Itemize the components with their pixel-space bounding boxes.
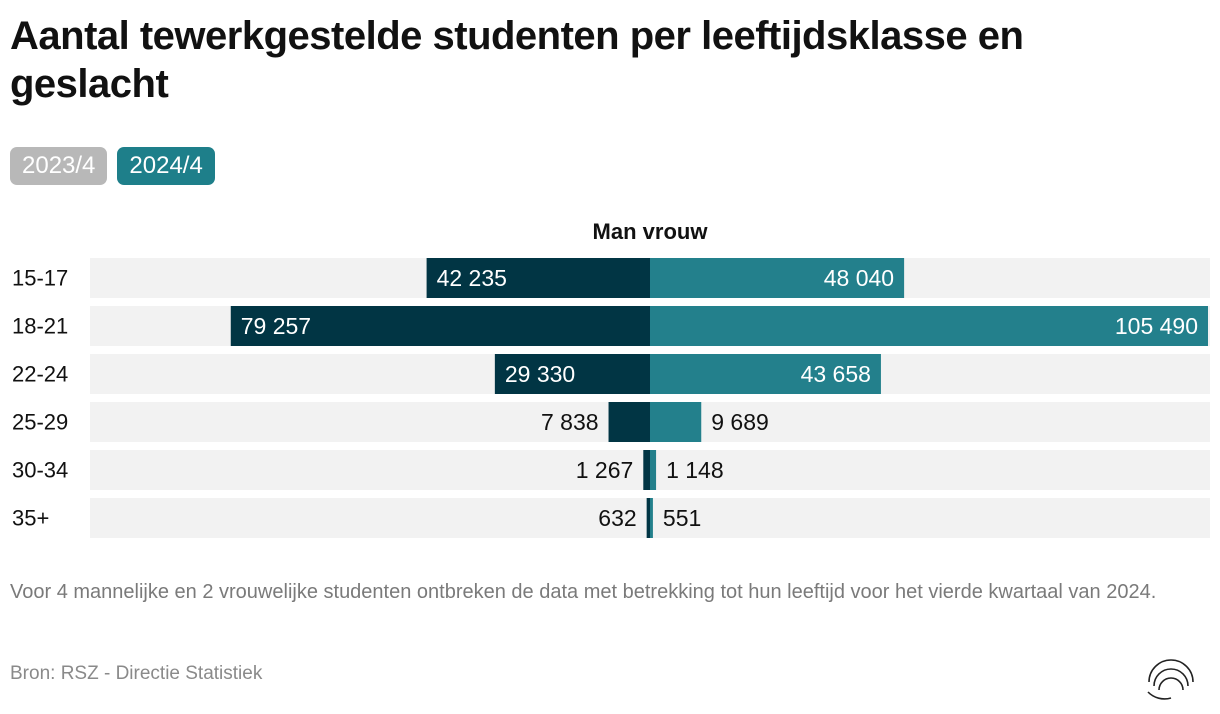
bar-vrouw: [650, 354, 881, 394]
data-label-man: 42 235: [437, 265, 507, 291]
footnote: Voor 4 mannelijke en 2 vrouwelijke stude…: [10, 581, 1157, 603]
data-label-vrouw: 105 490: [1115, 313, 1198, 339]
data-label-man: 1 267: [576, 457, 634, 483]
bar-man: [643, 450, 650, 490]
page-title: Aantal tewerkgestelde studenten per leef…: [10, 14, 1024, 106]
bar-vrouw: [650, 306, 1208, 346]
category-label: 15-17: [12, 266, 68, 291]
bar-vrouw: [650, 402, 702, 442]
data-label-man: 29 330: [505, 361, 575, 387]
bar-man: [608, 402, 650, 442]
category-label: 22-24: [12, 362, 68, 387]
chart-title: Man vrouw: [592, 219, 708, 244]
category-label: 25-29: [12, 410, 68, 435]
bar-vrouw: [650, 258, 905, 298]
bar-vrouw: [650, 498, 653, 538]
bar-vrouw: [650, 450, 657, 490]
bar-man: [646, 498, 650, 538]
data-label-vrouw: 1 148: [666, 457, 724, 483]
category-label: 35+: [12, 506, 49, 531]
brand-logo-icon: [1147, 659, 1194, 700]
bar-man: [426, 258, 650, 298]
data-label-vrouw: 48 040: [824, 265, 894, 291]
bar-man: [494, 354, 650, 394]
data-label-vrouw: 551: [663, 505, 701, 531]
data-label-vrouw: 43 658: [801, 361, 871, 387]
diverging-bar-chart: 15-17 42 235 48 040 18-21 79 257 105 490 22-24…: [12, 258, 1210, 538]
tab-2023-4[interactable]: 2023/4: [10, 147, 108, 185]
source-note: Bron: RSZ - Directie Statistiek: [10, 663, 263, 684]
data-label-man: 79 257: [241, 313, 311, 339]
data-label-man: 632: [598, 505, 636, 531]
category-label: 18-21: [12, 314, 68, 339]
period-tabs: 2023/4 2024/4: [10, 147, 215, 185]
data-label-man: 7 838: [541, 409, 599, 435]
tab-2024-4[interactable]: 2024/4: [117, 147, 215, 185]
data-label-vrouw: 9 689: [711, 409, 769, 435]
bar-man: [230, 306, 651, 346]
category-label: 30-34: [12, 458, 68, 483]
